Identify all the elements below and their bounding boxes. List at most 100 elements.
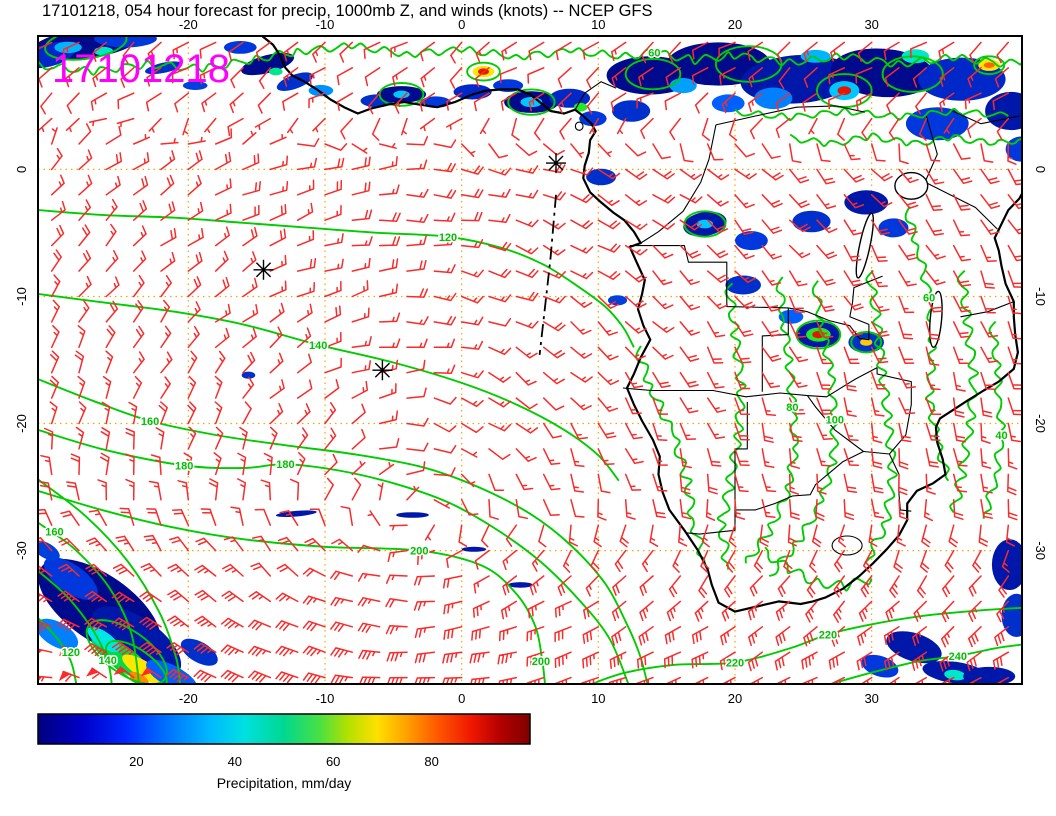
precip-cell (43, 557, 98, 600)
plot-frame (37, 35, 1023, 685)
asterisk-marker (253, 259, 274, 280)
precip-cell (579, 111, 607, 127)
precip-cell (453, 84, 492, 100)
contour-ring (881, 55, 944, 93)
country-border (735, 451, 864, 511)
country-border (640, 124, 717, 244)
contour-ring (973, 55, 1006, 76)
y-tick-label-right: -10 (1033, 287, 1048, 306)
contour-label: 40 (995, 430, 1007, 442)
contour-label: 160 (141, 416, 159, 428)
x-tick-label-bottom: 10 (591, 691, 605, 706)
country-border (960, 301, 1014, 318)
precip-cell (837, 86, 852, 95)
contour-line (38, 570, 113, 684)
contour-label: 120 (439, 232, 457, 244)
colorbar-gradient (37, 713, 531, 745)
precip-cell (508, 582, 533, 588)
contour-label: 160 (45, 527, 63, 539)
country-border (806, 395, 864, 452)
y-tick-label-right: -20 (1033, 414, 1048, 433)
country-border (629, 245, 789, 309)
contour-line (904, 206, 950, 482)
contour-ring (683, 210, 727, 238)
precip-cell (269, 67, 283, 76)
country-border (622, 387, 808, 398)
precip-cell (1001, 593, 1022, 637)
contour-label: 200 (410, 546, 428, 558)
country-border (685, 509, 736, 535)
precip-cell (396, 512, 429, 518)
contour-label: 100 (826, 415, 844, 427)
x-tick-label-top: -10 (316, 17, 335, 32)
precip-cell (944, 669, 966, 681)
x-tick-label-bottom: 30 (864, 691, 878, 706)
asterisk-marker (372, 360, 393, 381)
precip-cell (461, 546, 487, 552)
contour-label: 140 (99, 655, 117, 667)
contour-line (768, 280, 840, 577)
contour-label: 60 (648, 48, 660, 60)
contour-ring (850, 331, 883, 354)
precip-cell (985, 91, 1022, 131)
country-border (888, 453, 912, 512)
contour-label: 80 (786, 402, 798, 414)
contour-ring (816, 73, 873, 109)
contour-line (38, 42, 1022, 76)
x-tick-label-bottom: -10 (316, 691, 335, 706)
y-tick-label-right: -30 (1033, 541, 1048, 560)
y-tick-label-left: -10 (14, 287, 29, 306)
x-tick-label-top: 0 (458, 17, 465, 32)
precip-cell (778, 309, 804, 324)
colorbar-tick-label: 80 (424, 754, 438, 769)
y-tick-label-left: 0 (14, 166, 29, 173)
axis-labels: -20 -20 -10 -10 0 0 10 10 20 20 30 30 0 0 -10 -10 -20 -20… (14, 17, 1048, 706)
country-border (788, 275, 883, 341)
contour-line (38, 209, 635, 348)
border-ring (574, 121, 584, 131)
annotations (253, 153, 566, 381)
contour-label: 140 (309, 340, 327, 352)
contour-ring (624, 57, 682, 91)
contour-labels: 120 140 160 180 180 200 200 220 220 240 120 140 160 6… (44, 46, 1009, 671)
contour-label: 220 (819, 629, 837, 641)
precip-cell (393, 90, 410, 99)
precip-cell (844, 190, 889, 215)
geography (261, 36, 1022, 613)
country-border (715, 105, 865, 126)
precip-cell (38, 540, 60, 561)
dashed-track-line (538, 194, 557, 356)
precip-cell (275, 510, 317, 518)
precipitation-shading (38, 36, 1022, 684)
contour-ring (44, 36, 128, 61)
contour-label: 120 (62, 647, 80, 659)
colorbar-tick-label: 20 (129, 754, 143, 769)
precip-cell (905, 107, 969, 141)
wind-barb-lines (38, 41, 1022, 684)
contour-ring (714, 45, 783, 83)
chart-title: 17101218, 054 hour forecast for precip, … (42, 2, 653, 20)
colorbar-tick-label: 60 (326, 754, 340, 769)
precip-cell (91, 606, 182, 678)
contour-line (789, 132, 1022, 147)
wind-barb-pennants (38, 645, 154, 682)
contour-ring (507, 88, 556, 116)
init-time-watermark: 17101218 (52, 47, 230, 91)
contour-line (38, 489, 546, 684)
precip-cell (612, 100, 651, 122)
contour-line (982, 320, 1006, 519)
precip-cell (711, 94, 745, 113)
contour-label: 60 (923, 293, 935, 305)
x-tick-label-top: -20 (179, 17, 198, 32)
x-tick-label-bottom: 20 (728, 691, 742, 706)
contour-label: 180 (175, 461, 193, 473)
contour-ring (466, 61, 501, 82)
y-tick-label-left: -20 (14, 414, 29, 433)
contour-label: 220 (726, 657, 744, 669)
x-tick-label-top: 30 (864, 17, 878, 32)
height-contours (38, 36, 1022, 684)
contour-label: 200 (532, 656, 550, 668)
